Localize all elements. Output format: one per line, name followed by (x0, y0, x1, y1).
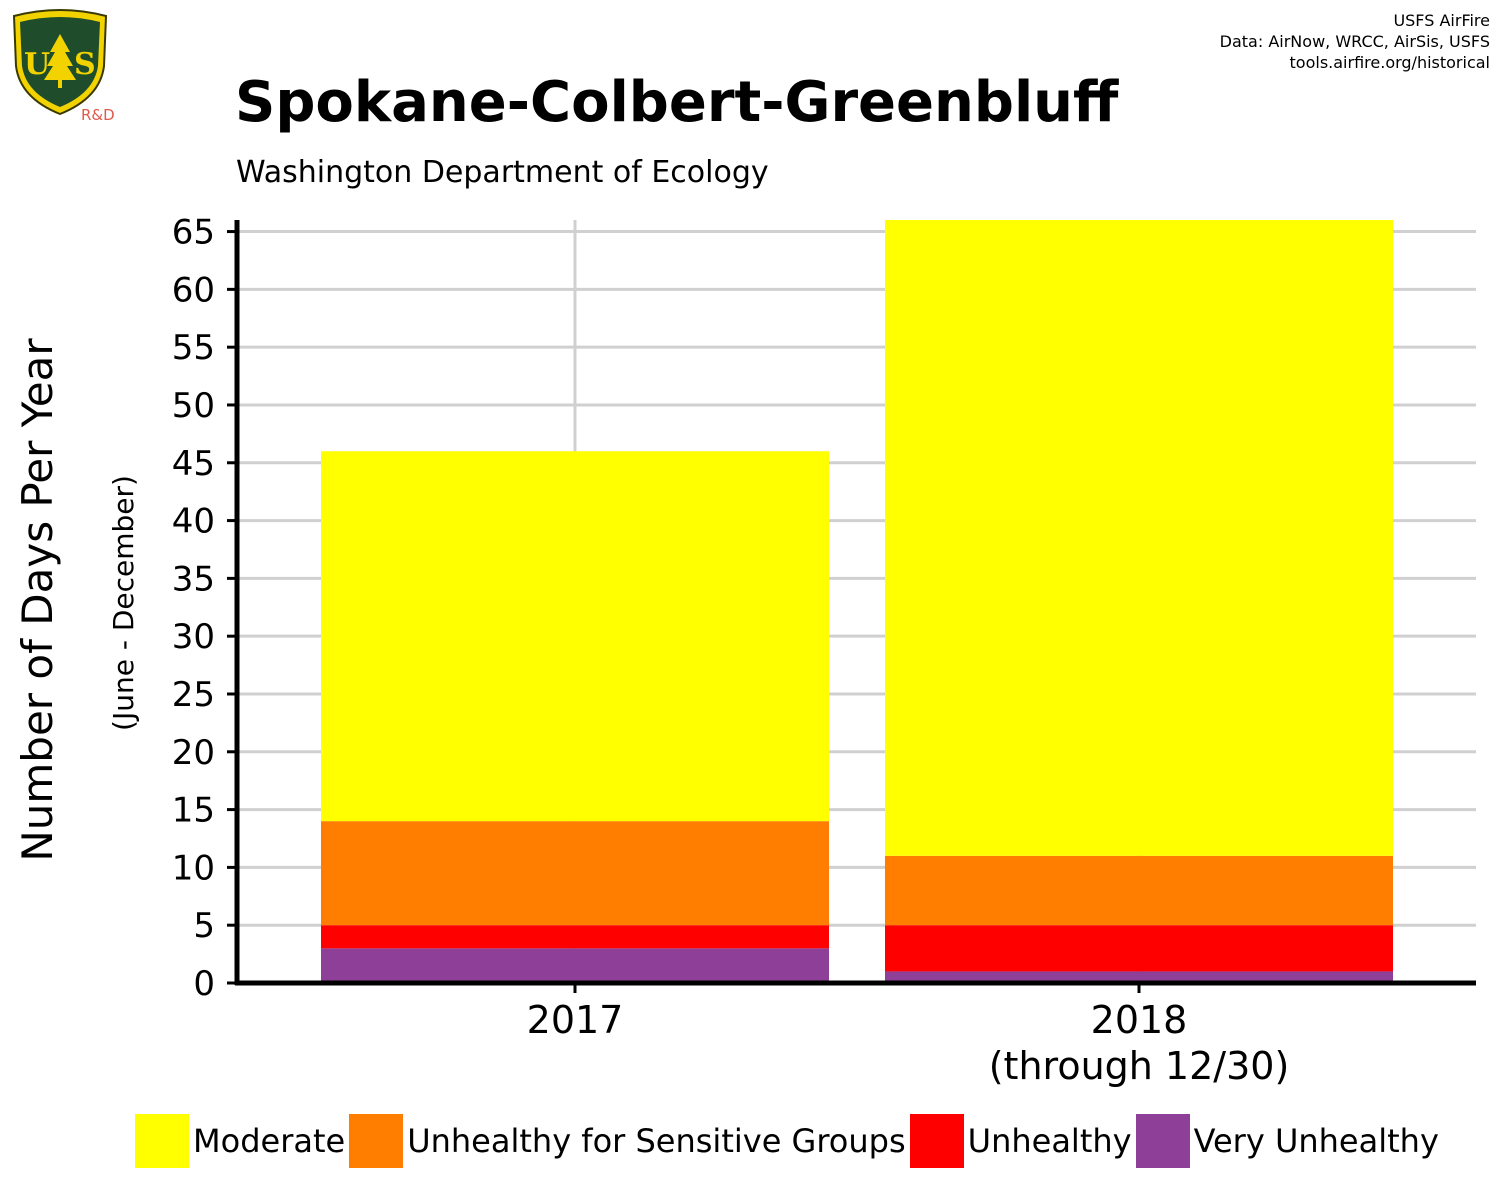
bar-segment (885, 971, 1393, 983)
y-tick-label: 65 (172, 213, 215, 253)
y-tick-label: 60 (172, 270, 215, 310)
credit-line: USFS AirFire (1393, 11, 1490, 30)
credit-line: Data: AirNow, WRCC, AirSis, USFS (1219, 32, 1490, 51)
y-tick-label: 45 (172, 444, 215, 484)
logo-letter-s: S (74, 47, 96, 82)
legend-item: Unhealthy (909, 1114, 1132, 1168)
legend-item: Unhealthy for Sensitive Groups (349, 1114, 906, 1168)
rd-badge: R&D (81, 106, 115, 124)
y-tick-label: 10 (172, 848, 215, 888)
y-axis-title: Number of Days Per Year (13, 338, 62, 862)
bar-segment (321, 925, 829, 949)
y-tick-label: 40 (172, 502, 215, 542)
x-tick-label: 2018 (1091, 998, 1188, 1042)
credits: USFS AirFire Data: AirNow, WRCC, AirSis,… (1220, 10, 1490, 73)
bar-segment (885, 220, 1393, 856)
legend-label: Unhealthy for Sensitive Groups (407, 1122, 906, 1160)
y-tick-label: 0 (193, 964, 215, 1004)
legend-swatch (909, 1114, 964, 1168)
chart-title: Spokane-Colbert-Greenbluff (235, 70, 1119, 135)
y-tick-label: 55 (172, 328, 215, 368)
forest-service-logo: U S R&D (8, 8, 115, 124)
x-tick-label: (through 12/30) (989, 1044, 1290, 1088)
bar-segment (885, 925, 1393, 972)
legend-item: Very Unhealthy (1135, 1114, 1439, 1168)
legend-swatch (1135, 1114, 1190, 1168)
y-tick-label: 35 (172, 559, 215, 599)
y-tick-label: 20 (172, 733, 215, 773)
x-tick-label: 2017 (527, 998, 624, 1042)
legend-label: Very Unhealthy (1193, 1122, 1439, 1160)
y-tick-label: 5 (193, 906, 215, 946)
y-tick-label: 50 (172, 386, 215, 426)
legend-label: Moderate (193, 1122, 346, 1160)
y-axis-subtitle: (June - December) (107, 475, 140, 731)
credit-line: tools.airfire.org/historical (1289, 53, 1490, 72)
y-tick-label: 15 (172, 791, 215, 831)
bar-segment (321, 451, 829, 822)
chart-subtitle: Washington Department of Ecology (236, 155, 769, 190)
legend-item: Moderate (135, 1114, 345, 1168)
y-tick-label: 30 (172, 617, 215, 657)
logo-letter-u: U (24, 47, 50, 82)
legend-label: Unhealthy (967, 1122, 1132, 1160)
legend-swatch (349, 1114, 404, 1168)
y-tick-label: 25 (172, 675, 215, 715)
bar-segment (321, 948, 829, 983)
bar-segment (885, 855, 1393, 926)
legend-swatch (135, 1114, 189, 1168)
chart-legend: Moderate Unhealthy for Sensitive Groups Un… (135, 1113, 1443, 1169)
bar-segment (321, 821, 829, 926)
